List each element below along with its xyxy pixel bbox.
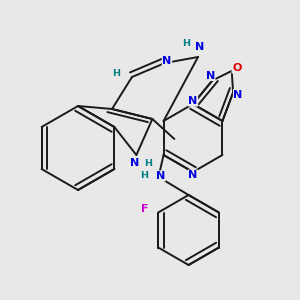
Text: N: N xyxy=(195,42,205,52)
Text: H: H xyxy=(144,158,152,167)
Text: N: N xyxy=(156,171,165,181)
Text: N: N xyxy=(188,96,198,106)
Text: N: N xyxy=(206,70,215,80)
Text: N: N xyxy=(233,89,243,100)
Text: N: N xyxy=(162,56,172,66)
Text: H: H xyxy=(112,68,120,77)
Text: N: N xyxy=(188,170,198,180)
Text: H: H xyxy=(182,38,190,47)
Text: H: H xyxy=(141,172,148,181)
Text: O: O xyxy=(232,63,242,73)
Text: F: F xyxy=(142,205,149,214)
Text: N: N xyxy=(130,158,139,168)
